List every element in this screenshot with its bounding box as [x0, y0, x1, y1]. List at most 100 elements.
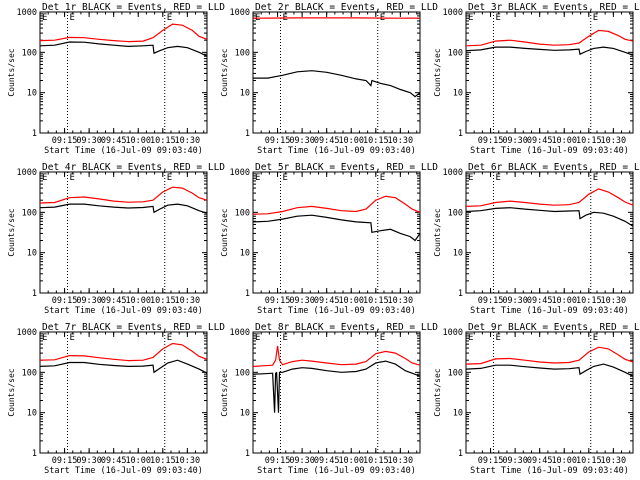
- series-lld: [39, 342, 208, 362]
- x-axis-label: Start Time (16-Jul-09 09:03:40): [470, 306, 629, 316]
- y-axis-label: Counts/sec: [7, 208, 16, 256]
- panel-1: Det 1r BLACK = Events, RED = LLD 1 10 100 10…: [7, 2, 225, 156]
- marker-label: E: [496, 333, 501, 343]
- y-axis-label: Counts/sec: [433, 48, 442, 96]
- plot-frame: [252, 171, 421, 294]
- y-tick-label: 10: [240, 409, 250, 419]
- x-tick-label: 10:30: [175, 296, 201, 306]
- x-tick-label: 10:00: [338, 456, 364, 466]
- marker-label: E: [70, 173, 75, 183]
- panel-3: Det 3r BLACK = Events, RED = LLD 1 10 100 10…: [433, 2, 640, 156]
- x-tick-label: 09:30: [76, 456, 102, 466]
- y-tick-label: 10: [453, 409, 463, 419]
- series-events: [252, 360, 421, 413]
- x-tick-label: 09:30: [76, 136, 102, 146]
- series-lld: [39, 23, 208, 43]
- x-axis-label: Start Time (16-Jul-09 09:03:40): [257, 146, 416, 156]
- x-tick-label: 09:30: [289, 136, 315, 146]
- x-tick-label: 10:00: [551, 136, 577, 146]
- panel-title: Det 6r BLACK = Events, RED = LLD: [468, 162, 640, 173]
- x-tick-label: 10:00: [125, 456, 151, 466]
- x-tick-label: 09:15: [478, 456, 504, 466]
- y-tick-label: 1000: [230, 328, 250, 338]
- x-tick-label: 10:15: [576, 136, 602, 146]
- x-tick-label: 10:30: [175, 456, 201, 466]
- panel-title: Det 5r BLACK = Events, RED = LLD: [255, 162, 438, 173]
- panel-title: Det 4r BLACK = Events, RED = LLD: [42, 162, 225, 173]
- x-tick-label: 10:00: [338, 136, 364, 146]
- y-tick-label: 10: [240, 89, 250, 99]
- y-tick-label: 10: [27, 249, 37, 259]
- y-tick-label: 100: [235, 368, 250, 378]
- x-tick-label: 10:00: [551, 456, 577, 466]
- x-tick-label: 10:30: [601, 296, 627, 306]
- y-tick-label: 1000: [443, 328, 463, 338]
- y-axis-label: Counts/sec: [7, 368, 16, 416]
- marker-label: E: [167, 333, 172, 343]
- y-tick-label: 10: [240, 249, 250, 259]
- y-tick-label: 100: [22, 48, 37, 58]
- x-axis-label: Start Time (16-Jul-09 09:03:40): [257, 466, 416, 476]
- x-tick-label: 10:00: [125, 296, 151, 306]
- y-tick-label: 1000: [443, 8, 463, 18]
- y-tick-label: 100: [448, 208, 463, 218]
- y-tick-label: 1: [245, 129, 250, 139]
- y-tick-label: 1000: [230, 168, 250, 178]
- panel-title: Det 7r BLACK = Events, RED = LLD: [42, 322, 225, 333]
- x-tick-label: 09:30: [502, 136, 528, 146]
- series-lld: [465, 29, 634, 47]
- y-tick-label: 10: [27, 409, 37, 419]
- plot-frame: [252, 331, 421, 454]
- panel-title: Det 2r BLACK = Events, RED = LLD: [255, 2, 438, 13]
- marker-label: E: [496, 173, 501, 183]
- y-axis-label: Counts/sec: [220, 368, 229, 416]
- y-axis-label: Counts/sec: [220, 48, 229, 96]
- x-tick-label: 10:30: [388, 296, 414, 306]
- x-tick-label: 09:45: [527, 296, 553, 306]
- marker-label: E: [468, 333, 473, 343]
- y-tick-label: 1000: [17, 168, 37, 178]
- series-events: [465, 207, 634, 227]
- marker-label: E: [167, 13, 172, 23]
- x-tick-label: 09:30: [289, 296, 315, 306]
- marker-label: E: [468, 173, 473, 183]
- marker-label: E: [70, 333, 75, 343]
- y-tick-label: 1000: [443, 168, 463, 178]
- series-events: [465, 46, 634, 56]
- x-tick-label: 10:15: [363, 456, 389, 466]
- x-tick-label: 09:30: [289, 456, 315, 466]
- y-tick-label: 1: [458, 129, 463, 139]
- x-tick-label: 09:15: [265, 296, 291, 306]
- x-tick-label: 10:15: [576, 456, 602, 466]
- y-axis-label: Counts/sec: [7, 48, 16, 96]
- y-tick-label: 10: [453, 249, 463, 259]
- x-tick-label: 09:45: [101, 456, 127, 466]
- x-axis-label: Start Time (16-Jul-09 09:03:40): [470, 466, 629, 476]
- x-tick-label: 09:45: [527, 456, 553, 466]
- marker-label: E: [70, 13, 75, 23]
- x-tick-label: 10:15: [150, 296, 176, 306]
- x-tick-label: 09:45: [314, 456, 340, 466]
- y-tick-label: 1: [32, 449, 37, 459]
- x-tick-label: 09:45: [527, 136, 553, 146]
- x-tick-label: 09:15: [478, 296, 504, 306]
- x-tick-label: 09:45: [314, 136, 340, 146]
- series-lld: [465, 188, 634, 207]
- x-tick-label: 10:00: [125, 136, 151, 146]
- series-events: [39, 203, 208, 214]
- x-tick-label: 09:15: [52, 296, 78, 306]
- series-events: [465, 363, 634, 377]
- series-lld: [252, 195, 421, 215]
- plot-frame: [465, 331, 634, 454]
- marker-label: E: [380, 173, 385, 183]
- x-axis-label: Start Time (16-Jul-09 09:03:40): [470, 146, 629, 156]
- marker-label: E: [42, 333, 47, 343]
- marker-label: E: [167, 173, 172, 183]
- y-axis-label: Counts/sec: [220, 208, 229, 256]
- plot-frame: [252, 11, 421, 134]
- x-tick-label: 09:30: [502, 296, 528, 306]
- series-lld: [39, 186, 208, 204]
- y-tick-label: 1000: [17, 8, 37, 18]
- marker-label: E: [593, 173, 598, 183]
- x-tick-label: 10:30: [601, 456, 627, 466]
